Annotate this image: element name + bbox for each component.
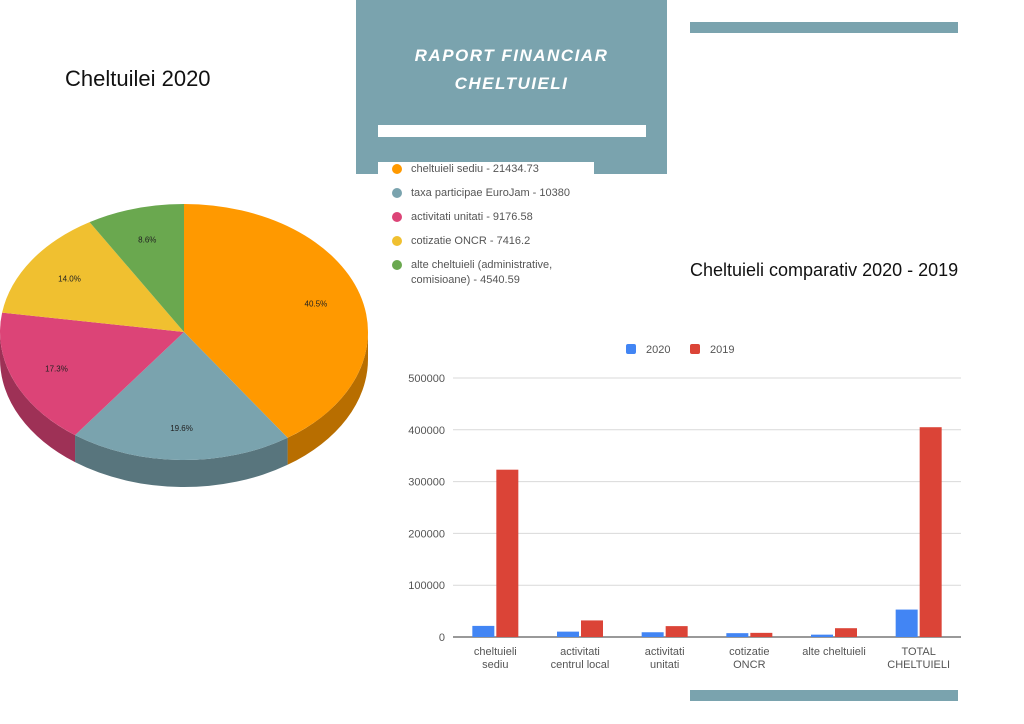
header-banner [356, 0, 667, 174]
pie-slice-label: 40.5% [305, 300, 328, 309]
legend-swatch [392, 212, 402, 222]
report-title-line1: RAPORT FINANCIAR [414, 46, 609, 65]
legend-label: alte cheltuieli (administrative, comisio… [411, 259, 553, 286]
pie-chart-title: Cheltuilei 2020 [65, 66, 211, 91]
x-category-label: sediu [482, 659, 508, 671]
legend-swatch [392, 236, 402, 246]
legend-label: taxa participae EuroJam - 10380 [411, 187, 570, 199]
bar-legend-swatch [626, 344, 636, 354]
legend-label: cotizatie ONCR - 7416.2 [411, 235, 531, 247]
pie-legend-item: cotizatie ONCR - 7416.2 [392, 234, 602, 249]
x-category-label: alte cheltuieli [802, 646, 866, 658]
pie-legend-item: activitati unitati - 9176.58 [392, 210, 602, 225]
report-title-line2: CHELTUIELI [454, 74, 569, 93]
bar-2019 [581, 620, 603, 637]
bar-2019 [665, 626, 688, 637]
y-tick-label: 500000 [408, 373, 445, 385]
bottom-right-decor-bar [690, 690, 958, 701]
y-tick-label: 0 [439, 632, 445, 644]
report-title: RAPORT FINANCIAR CHELTUIELI [356, 42, 667, 98]
pie-slice [2, 222, 184, 332]
y-tick-label: 100000 [408, 580, 445, 592]
y-tick-label: 400000 [408, 425, 445, 437]
x-category-label: cheltuieli [474, 646, 517, 658]
bar-2020 [726, 633, 749, 637]
bar-2019 [919, 427, 942, 637]
y-tick-label: 300000 [408, 477, 445, 489]
bar-legend-label: 2019 [710, 344, 734, 356]
x-category-label: CHELTUIELI [887, 659, 950, 671]
bar-chart: 0 100000 200000 300000 400000 500000 2020 2019 c… [408, 344, 961, 671]
bar-2020 [472, 625, 495, 637]
pie-legend-item: alte cheltuieli (administrative, comisio… [392, 258, 602, 288]
pie-slice-label: 17.3% [45, 365, 68, 374]
x-category-label: unitati [650, 659, 679, 671]
pie-slice [0, 312, 184, 436]
legend-swatch [392, 260, 402, 270]
pie-slice [89, 204, 184, 332]
pie-legend-background [378, 162, 594, 302]
bar-legend-label: 2020 [646, 344, 670, 356]
legend-label: activitati unitati - 9176.58 [411, 211, 533, 223]
bar-2020 [641, 632, 664, 637]
x-category-label: ONCR [733, 659, 765, 671]
pie-slice [184, 204, 369, 438]
pie-legend-item: cheltuieli sediu - 21434.73 [392, 162, 602, 177]
bar-2019 [835, 628, 857, 637]
bar-2020 [557, 631, 579, 637]
top-right-decor-bar [690, 22, 958, 33]
legend-swatch [392, 164, 402, 174]
pie-slice [75, 332, 288, 461]
bar-legend-swatch [690, 344, 700, 354]
bar-2019 [496, 469, 519, 637]
pie-legend: cheltuieli sediu - 21434.73 taxa particip… [392, 162, 602, 297]
pie-slice-label: 8.6% [138, 235, 156, 244]
x-category-label: activitati [560, 646, 600, 658]
pie-side-wall [75, 435, 288, 487]
legend-label: cheltuieli sediu - 21434.73 [411, 163, 539, 175]
pie-slice-label: 19.6% [170, 424, 193, 433]
bar-chart-title: Cheltuieli comparativ 2020 - 2019 [690, 260, 959, 280]
pie-slice-label: 14.0% [58, 274, 81, 283]
legend-swatch [392, 188, 402, 198]
x-category-label: cotizatie [729, 646, 769, 658]
header-divider-bar [378, 125, 646, 137]
pie-side-wall [0, 332, 76, 463]
pie-chart: 40.5% 19.6% 17.3% 14.0% 8.6% [0, 204, 369, 487]
y-tick-label: 200000 [408, 528, 445, 540]
bar-2020 [811, 634, 833, 637]
bar-2020 [895, 609, 918, 637]
bar-2019 [750, 632, 773, 637]
pie-side-wall [287, 332, 368, 465]
x-category-label: activitati [645, 646, 685, 658]
x-category-label: centrul local [551, 659, 610, 671]
pie-legend-item: taxa participae EuroJam - 10380 [392, 186, 602, 201]
x-category-label: TOTAL [901, 646, 935, 658]
